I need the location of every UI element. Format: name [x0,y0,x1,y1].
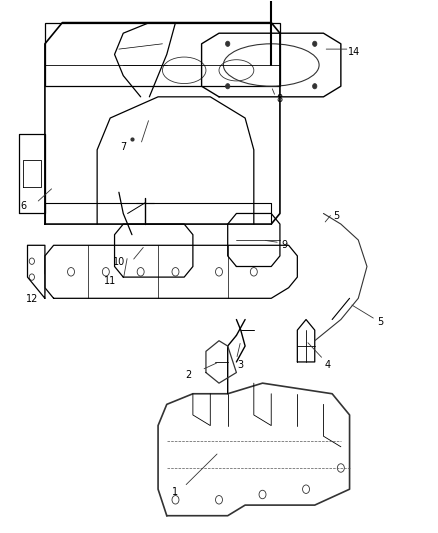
Text: 4: 4 [325,360,331,369]
Text: 5: 5 [377,317,383,327]
Text: 8: 8 [277,94,283,104]
Text: 10: 10 [113,257,125,267]
Text: 2: 2 [185,370,192,380]
Text: 3: 3 [238,360,244,369]
Text: 1: 1 [173,487,179,497]
Circle shape [313,41,317,46]
Circle shape [226,41,230,46]
Text: 14: 14 [348,47,360,56]
Text: 6: 6 [20,200,26,211]
Circle shape [226,84,230,89]
Text: 12: 12 [26,294,38,304]
Text: 11: 11 [104,276,117,286]
Text: 7: 7 [120,142,127,152]
Circle shape [313,84,317,89]
Bar [45,22,280,86]
Text: 5: 5 [333,211,339,221]
Text: 9: 9 [281,240,287,251]
